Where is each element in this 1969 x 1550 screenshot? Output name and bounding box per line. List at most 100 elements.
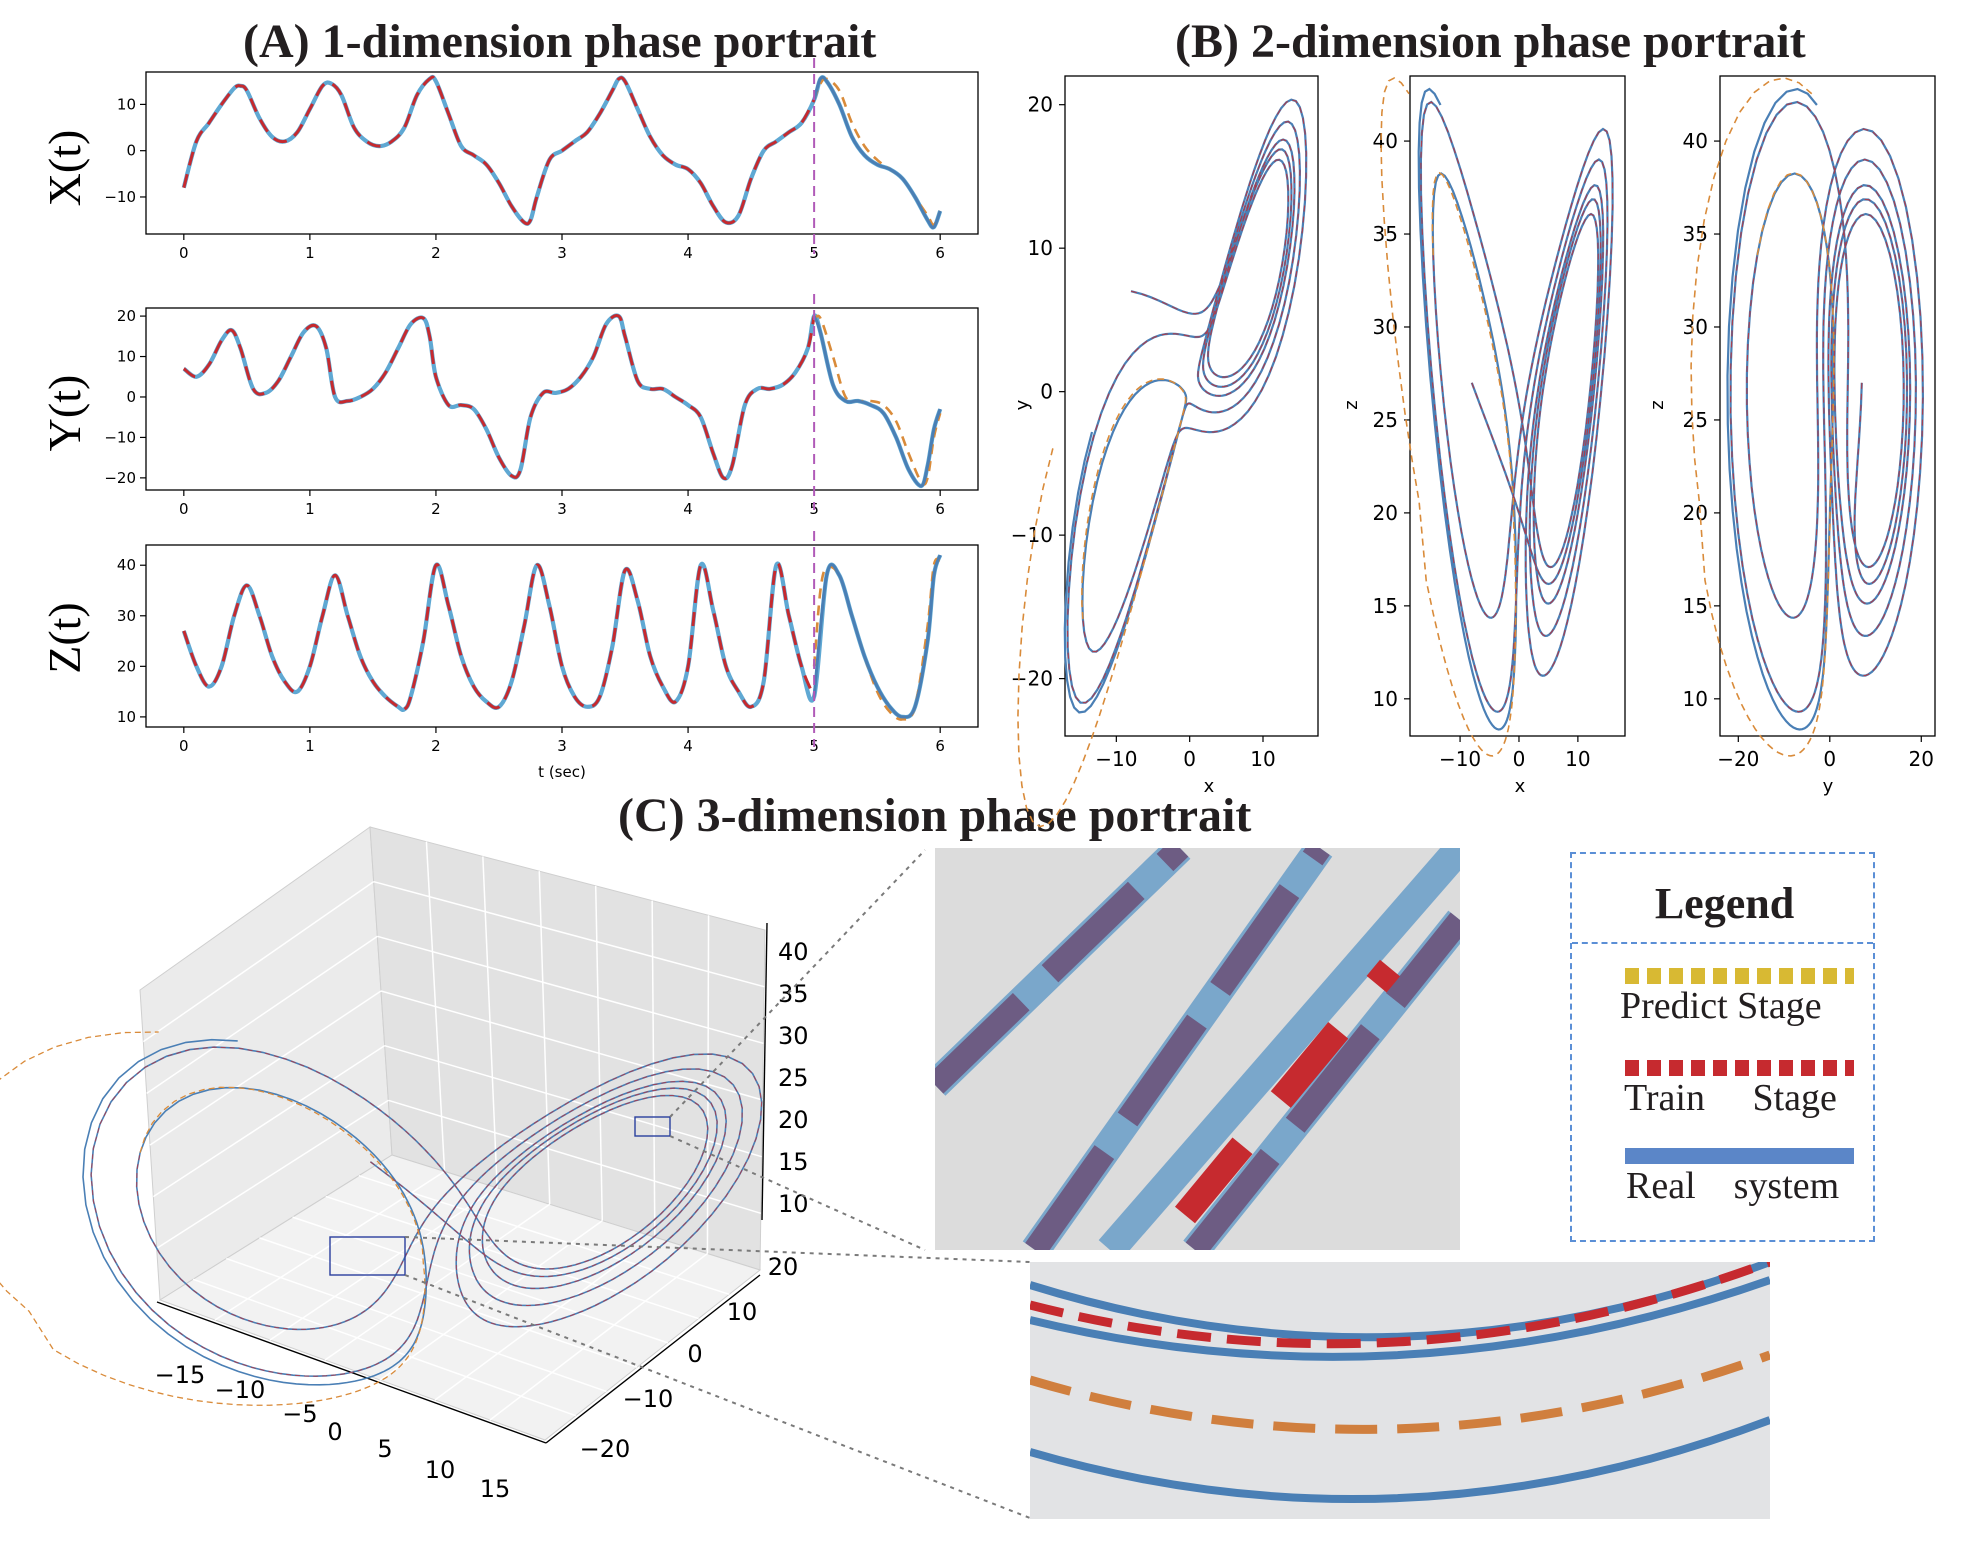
grid-line [434, 1236, 656, 1401]
y-tick-label: 15 [1683, 594, 1708, 618]
y-tick-label: 20 [1683, 501, 1708, 525]
legend-label-real: Real system [1626, 1165, 1840, 1207]
axes-frame [145, 544, 979, 728]
y-tick-label: −10 [104, 188, 136, 206]
train-trajectory [1729, 101, 1924, 713]
x-tick-label: 20 [1909, 747, 1934, 771]
axes-frame [1719, 75, 1936, 737]
y-tick-label: 10 [727, 1298, 758, 1326]
y-axis-label: z [1341, 400, 1362, 409]
train-series-line [182, 562, 816, 712]
x-axis-label: x [1515, 776, 1526, 797]
time-series-y_time: 012345620100−10−20Y(t) [39, 294, 979, 518]
x-tick-label: 0 [179, 737, 189, 755]
inset-real-curve [1030, 1262, 1770, 1342]
grid-line [377, 935, 764, 1045]
x-tick-label: 3 [557, 500, 567, 518]
x-tick-label: 0 [1183, 747, 1196, 771]
x-tick-label: −15 [155, 1361, 206, 1389]
x-axis-label: t (sec) [538, 763, 586, 781]
train-trajectory-3d [90, 1046, 763, 1377]
y-tick-label: −10 [1011, 523, 1053, 547]
y-tick-label: 40 [1373, 129, 1398, 153]
y-axis-label: Y(t) [39, 375, 90, 452]
grid-line [146, 935, 378, 1094]
y-tick-label: 30 [1683, 315, 1708, 339]
grid-line [489, 1252, 708, 1421]
z-tick-label: 10 [778, 1190, 809, 1218]
y-tick-label: 20 [768, 1253, 799, 1281]
x-tick-label: 15 [480, 1475, 511, 1503]
z-tick-label: 35 [778, 980, 809, 1008]
y-tick-label: 0 [126, 142, 136, 160]
y-tick-label: 0 [687, 1340, 702, 1368]
y-tick-label: 10 [1373, 687, 1398, 711]
grid-line [388, 1099, 762, 1215]
time-series-x_time: 0123456100−10X(t) [39, 58, 979, 262]
inset-predict-curve [1030, 1350, 1770, 1434]
y-tick-label: 20 [1028, 93, 1053, 117]
x-tick-label: 0 [1823, 747, 1836, 771]
predict-series-line [812, 77, 942, 227]
real-predict-segment [812, 75, 942, 229]
grid-line [269, 1187, 498, 1341]
title-b: (B) 2-dimension phase portrait [1175, 15, 1806, 68]
y-tick-label: 10 [117, 348, 136, 366]
real-trajectory [1726, 87, 1925, 731]
x-tick-label: 4 [683, 737, 693, 755]
z-tick-label: 20 [778, 1106, 809, 1134]
z-tick-label: 40 [778, 938, 809, 966]
y-tick-label: −20 [1011, 667, 1053, 691]
x-tick-label: 3 [557, 244, 567, 262]
x-axis-label: x [1204, 776, 1215, 797]
train-series-line [182, 75, 816, 226]
y-tick-label: 40 [117, 556, 136, 574]
legend-divider [1572, 942, 1873, 944]
y-tick-label: 10 [117, 708, 136, 726]
zoom-box-upper [634, 1116, 671, 1137]
grid-line [142, 881, 375, 1043]
y-tick-label: 20 [117, 307, 136, 325]
x-tick-label: 2 [431, 244, 441, 262]
z-tick-label: 25 [778, 1064, 809, 1092]
x-tick-label: 6 [935, 737, 945, 755]
x-tick-label: −10 [1439, 747, 1481, 771]
y-tick-label: −10 [623, 1385, 674, 1413]
y-tick-label: 10 [117, 95, 136, 113]
x-tick-label: 2 [431, 737, 441, 755]
x-tick-label: 4 [683, 500, 693, 518]
zoom-box-lower [329, 1236, 406, 1276]
x-tick-label: 10 [425, 1456, 456, 1484]
train-trajectory [1066, 99, 1307, 704]
grid-line [373, 880, 765, 988]
axes-frame [1409, 75, 1626, 737]
y-tick-label: 25 [1683, 408, 1708, 432]
y-tick-label: 40 [1683, 129, 1708, 153]
x-tick-label: 1 [305, 244, 315, 262]
panel-1d-time-series: 0123456100−10X(t)012345620100−10−20Y(t)0… [39, 58, 979, 781]
grid-line [226, 1257, 607, 1393]
predict-trajectory [1380, 77, 1517, 757]
inset-real-curve-2 [1030, 1276, 1770, 1361]
x-axis-label: y [1823, 776, 1834, 797]
legend-title: Legend [1654, 879, 1795, 928]
legend-label-train: Train Stage [1624, 1077, 1837, 1119]
y-tick-label: 20 [1373, 501, 1398, 525]
y-tick-label: −10 [104, 428, 136, 446]
y-tick-label: 0 [1040, 380, 1053, 404]
real-predict-segment [812, 554, 942, 719]
grid-line [149, 990, 382, 1146]
z-axis-line [761, 922, 768, 1221]
y-tick-label: 10 [1028, 236, 1053, 260]
grid-line [384, 1044, 762, 1158]
time-series-z_time: 012345640302010Z(t)t (sec) [39, 531, 979, 781]
predict-trajectory-3d [0, 1031, 426, 1406]
y-tick-label: 30 [117, 607, 136, 625]
inset-train-band [1025, 848, 1330, 1250]
y-axis-label: z [1647, 400, 1668, 409]
z-tick-label: 15 [778, 1148, 809, 1176]
grid-line [259, 1237, 638, 1368]
